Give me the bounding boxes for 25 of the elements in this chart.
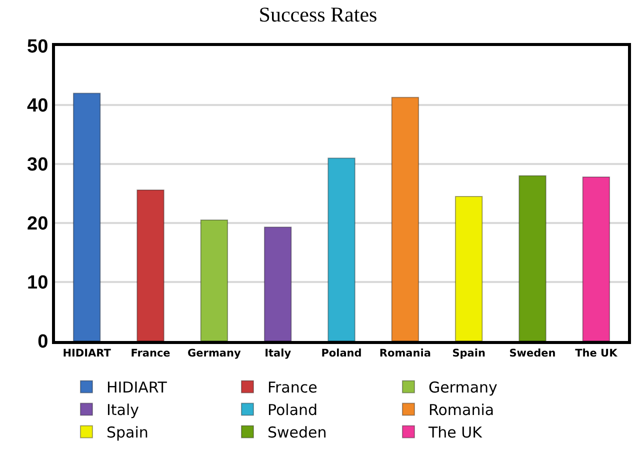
- legend-label: France: [267, 378, 318, 397]
- y-tick-label: 30: [27, 154, 48, 176]
- x-tick-label: Sweden: [509, 348, 556, 360]
- y-tick-label: 40: [27, 96, 48, 117]
- x-tick-label: Germany: [188, 348, 241, 360]
- chart-title: Success Rates: [258, 2, 378, 27]
- y-tick-label: 50: [27, 36, 48, 58]
- legend-label: The UK: [427, 424, 484, 442]
- x-tick-label: The UK: [575, 348, 618, 360]
- x-tick-label: HIDIART: [62, 348, 112, 360]
- y-tick-label: 20: [27, 214, 48, 235]
- x-tick-label: Italy: [264, 348, 292, 360]
- legend-label: Sweden: [267, 424, 327, 442]
- x-tick-label: Spain: [452, 348, 486, 360]
- legend-label: Romania: [428, 401, 494, 420]
- y-tick-label: 0: [38, 332, 48, 353]
- x-tick-label: Romania: [379, 348, 431, 360]
- legend-label: Italy: [106, 401, 140, 420]
- x-tick-label: Poland: [321, 348, 362, 360]
- legend-label: Spain: [106, 424, 148, 442]
- legend-label: Poland: [267, 401, 318, 420]
- y-tick-label: 10: [27, 272, 48, 294]
- legend-label: HIDIART: [106, 378, 168, 397]
- legend-label: Germany: [428, 378, 498, 397]
- x-tick-label: France: [130, 348, 170, 360]
